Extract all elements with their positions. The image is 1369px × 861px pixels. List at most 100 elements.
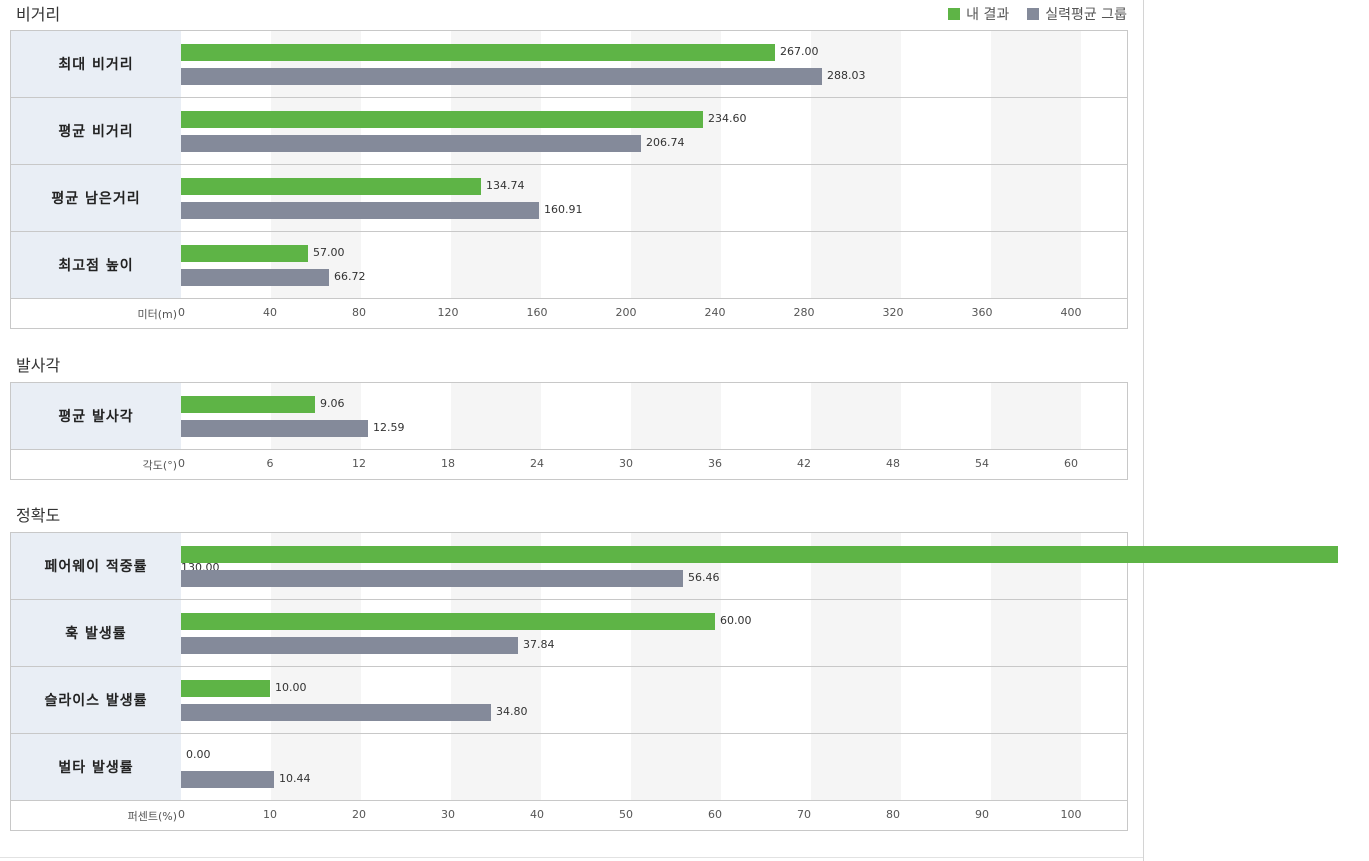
data-label: 56.46 bbox=[688, 571, 720, 584]
x-tick-label: 360 bbox=[971, 306, 993, 319]
plot-area: 57.00 66.72 bbox=[181, 232, 1127, 298]
grid-band bbox=[811, 667, 901, 733]
x-tick-label: 240 bbox=[704, 306, 726, 319]
bottom-divider bbox=[0, 857, 1143, 858]
grid-band bbox=[991, 383, 1081, 449]
data-label: 267.00 bbox=[780, 45, 819, 58]
x-tick-label: 100 bbox=[1060, 808, 1082, 821]
x-tick-label: 42 bbox=[797, 457, 811, 470]
grid-band bbox=[451, 667, 541, 733]
grid-band bbox=[271, 31, 361, 97]
grid-band bbox=[811, 600, 901, 666]
grid-band bbox=[271, 667, 361, 733]
category-label: 평균 남은거리 bbox=[11, 165, 181, 231]
grid-band bbox=[991, 165, 1081, 231]
x-tick-label: 60 bbox=[1064, 457, 1078, 470]
x-tick-label: 6 bbox=[266, 457, 274, 470]
grid-band bbox=[811, 383, 901, 449]
x-tick-label: 70 bbox=[797, 808, 811, 821]
plot-area: 10.00 34.80 bbox=[181, 667, 1127, 733]
x-tick-label: 160 bbox=[526, 306, 548, 319]
legend-item-mine: 내 결과 bbox=[948, 4, 1009, 24]
category-label: 평균 비거리 bbox=[11, 98, 181, 164]
grid-band bbox=[631, 31, 721, 97]
grid-band bbox=[991, 98, 1081, 164]
grid-band bbox=[991, 31, 1081, 97]
plot-area: 267.00 288.03 bbox=[181, 31, 1127, 97]
x-tick-label: 36 bbox=[708, 457, 722, 470]
grid-band bbox=[451, 232, 541, 298]
grid-band bbox=[271, 232, 361, 298]
grid-band bbox=[631, 98, 721, 164]
grid-band bbox=[811, 98, 901, 164]
grid-band bbox=[451, 600, 541, 666]
x-tick-label: 54 bbox=[975, 457, 989, 470]
x-tick-label: 80 bbox=[886, 808, 900, 821]
chart-row: 훅 발생률 60.00 37.84 bbox=[11, 600, 1127, 667]
bar-average-group bbox=[181, 68, 822, 85]
grid-band bbox=[991, 734, 1081, 800]
x-tick-label: 60 bbox=[708, 808, 722, 821]
grid-band bbox=[811, 533, 901, 599]
section-title: 정확도 bbox=[16, 506, 61, 525]
legend-item-avg: 실력평균 그룹 bbox=[1027, 4, 1127, 24]
bar-average-group bbox=[181, 202, 539, 219]
grid-band bbox=[271, 533, 361, 599]
grid-band bbox=[811, 165, 901, 231]
category-label: 평균 발사각 bbox=[11, 383, 181, 449]
x-axis-unit: 각도(°) bbox=[142, 459, 177, 472]
grid-band bbox=[451, 31, 541, 97]
grid-band bbox=[631, 600, 721, 666]
x-tick-label: 30 bbox=[619, 457, 633, 470]
chart-row: 최대 비거리 267.00 288.03 bbox=[11, 31, 1127, 98]
category-label: 벌타 발생률 bbox=[11, 734, 181, 800]
chart-panel: 최대 비거리 267.00 288.03 평균 비거리 234.60 206.74 평균 남… bbox=[10, 30, 1128, 329]
grid-band bbox=[451, 383, 541, 449]
category-label: 최대 비거리 bbox=[11, 31, 181, 97]
data-label: 160.91 bbox=[544, 203, 583, 216]
bar-average-group bbox=[181, 420, 368, 437]
bar-average-group bbox=[181, 704, 491, 721]
chart-row: 평균 남은거리 134.74 160.91 bbox=[11, 165, 1127, 232]
x-tick-label: 40 bbox=[263, 306, 277, 319]
x-tick-label: 120 bbox=[437, 306, 459, 319]
bar-my-result bbox=[181, 613, 715, 630]
grid-band bbox=[631, 734, 721, 800]
legend-label-avg: 실력평균 그룹 bbox=[1045, 7, 1127, 23]
chart-row: 페어웨이 적중률 130.00 56.46 bbox=[11, 533, 1338, 600]
category-label: 최고점 높이 bbox=[11, 232, 181, 298]
grid-band bbox=[271, 165, 361, 231]
bar-my-result bbox=[181, 111, 703, 128]
section-title: 발사각 bbox=[16, 356, 61, 375]
bar-my-result bbox=[181, 178, 481, 195]
x-tick-label: 400 bbox=[1060, 306, 1082, 319]
chart-panel: 평균 발사각 9.06 12.59 각도(°) 0 6 12 18 24 30 36 42 48 54 60 bbox=[10, 382, 1128, 480]
data-label: 206.74 bbox=[646, 136, 685, 149]
x-tick-label: 50 bbox=[619, 808, 633, 821]
grid-band bbox=[451, 734, 541, 800]
grid-band bbox=[271, 383, 361, 449]
grid-band bbox=[631, 165, 721, 231]
x-tick-label: 80 bbox=[352, 306, 366, 319]
grid-band bbox=[811, 734, 901, 800]
chart-row: 슬라이스 발생률 10.00 34.80 bbox=[11, 667, 1127, 734]
grid-band bbox=[631, 232, 721, 298]
x-tick-label: 12 bbox=[352, 457, 366, 470]
grid-band bbox=[451, 165, 541, 231]
plot-area: 0.00 10.44 bbox=[181, 734, 1127, 800]
bar-average-group bbox=[181, 570, 683, 587]
data-label: 288.03 bbox=[827, 69, 866, 82]
plot-area: 134.74 160.91 bbox=[181, 165, 1127, 231]
x-axis: 미터(m) 0 40 80 120 160 200 240 280 320 360 400 bbox=[11, 299, 1127, 328]
bar-my-result bbox=[181, 245, 308, 262]
legend-label-mine: 내 결과 bbox=[966, 7, 1010, 23]
plot-area: 9.06 12.59 bbox=[181, 383, 1127, 449]
grid-band bbox=[631, 533, 721, 599]
grid-band bbox=[451, 533, 541, 599]
chart-row: 최고점 높이 57.00 66.72 bbox=[11, 232, 1127, 299]
x-axis: 각도(°) 0 6 12 18 24 30 36 42 48 54 60 bbox=[11, 450, 1127, 479]
plot-area: 130.00 56.46 bbox=[181, 533, 1338, 599]
x-tick-label: 40 bbox=[530, 808, 544, 821]
bar-average-group bbox=[181, 135, 641, 152]
grid-band bbox=[991, 600, 1081, 666]
